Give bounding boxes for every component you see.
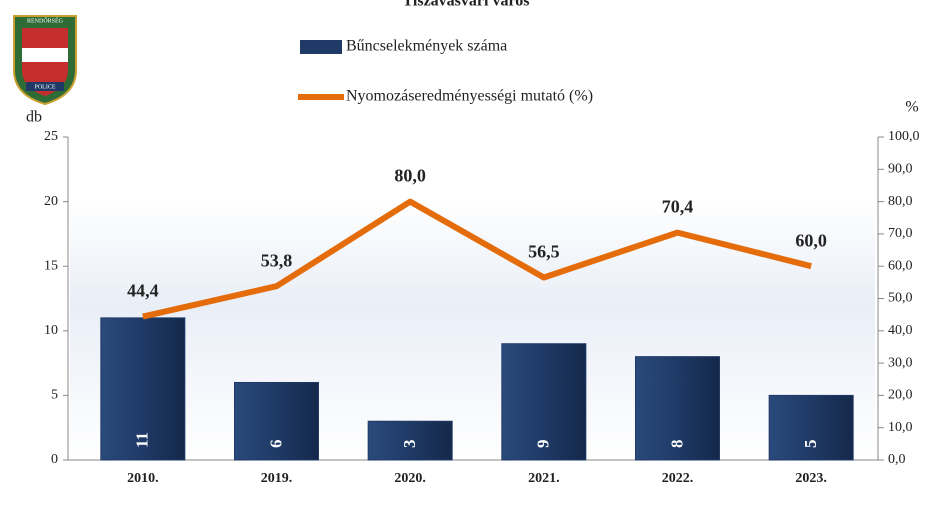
chart: Tiszavasvári város RENDŐRSÉG POLICE db %…	[0, 0, 933, 513]
line-value-label: 70,4	[662, 197, 694, 217]
y2-tick-label: 0,0	[888, 452, 906, 467]
y-axis-label: db	[26, 109, 42, 126]
y2-tick-label: 90,0	[888, 162, 913, 177]
y-tick-label: 15	[44, 258, 58, 273]
bar	[769, 395, 853, 460]
y2-tick-label: 30,0	[888, 355, 913, 370]
y2-tick-label: 10,0	[888, 420, 913, 435]
y-tick-label: 25	[44, 129, 58, 144]
y2-tick-label: 60,0	[888, 258, 913, 273]
line-value-label: 60,0	[795, 230, 827, 250]
y-tick-label: 20	[44, 194, 58, 209]
y2-tick-label: 100,0	[888, 129, 920, 144]
x-tick-label: 2023.	[795, 471, 827, 486]
x-tick-label: 2010.	[127, 471, 159, 486]
y-tick-label: 5	[51, 388, 58, 403]
x-tick-label: 2021.	[528, 471, 560, 486]
x-tick-label: 2022.	[662, 471, 694, 486]
bar-value-label: 11	[133, 432, 152, 448]
bar-value-label: 6	[266, 440, 285, 449]
line-value-label: 80,0	[394, 166, 426, 186]
chart-title: Tiszavasvári város	[403, 0, 530, 10]
bar-value-label: 5	[801, 440, 820, 449]
x-tick-label: 2019.	[261, 471, 293, 486]
y2-tick-label: 50,0	[888, 291, 913, 306]
logo-stripe	[22, 48, 68, 62]
page: Tiszavasvári város RENDŐRSÉG POLICE db %…	[0, 0, 933, 513]
line-value-label: 44,4	[127, 281, 159, 301]
legend-label: Bűncselekmények száma	[346, 38, 507, 55]
y2-axis-label: %	[905, 99, 918, 116]
logo-bottom: POLICE	[35, 84, 56, 90]
line-value-label: 56,5	[528, 242, 560, 262]
y2-tick-label: 80,0	[888, 194, 913, 209]
bar-value-label: 3	[400, 440, 419, 449]
y-tick-label: 10	[44, 323, 58, 338]
legend-label: Nyomozáseredményességi mutató (%)	[346, 88, 593, 105]
y2-tick-label: 40,0	[888, 323, 913, 338]
x-tick-label: 2020.	[394, 471, 426, 486]
bar-value-label: 9	[534, 440, 553, 449]
y-tick-label: 0	[51, 452, 58, 467]
logo: RENDŐRSÉG POLICE	[14, 16, 76, 104]
y2-tick-label: 20,0	[888, 388, 913, 403]
line-value-label: 53,8	[261, 250, 293, 270]
logo-top: RENDŐRSÉG	[27, 16, 64, 24]
legend-swatch	[300, 40, 342, 54]
bar-value-label: 8	[667, 440, 686, 449]
y2-tick-label: 70,0	[888, 226, 913, 241]
